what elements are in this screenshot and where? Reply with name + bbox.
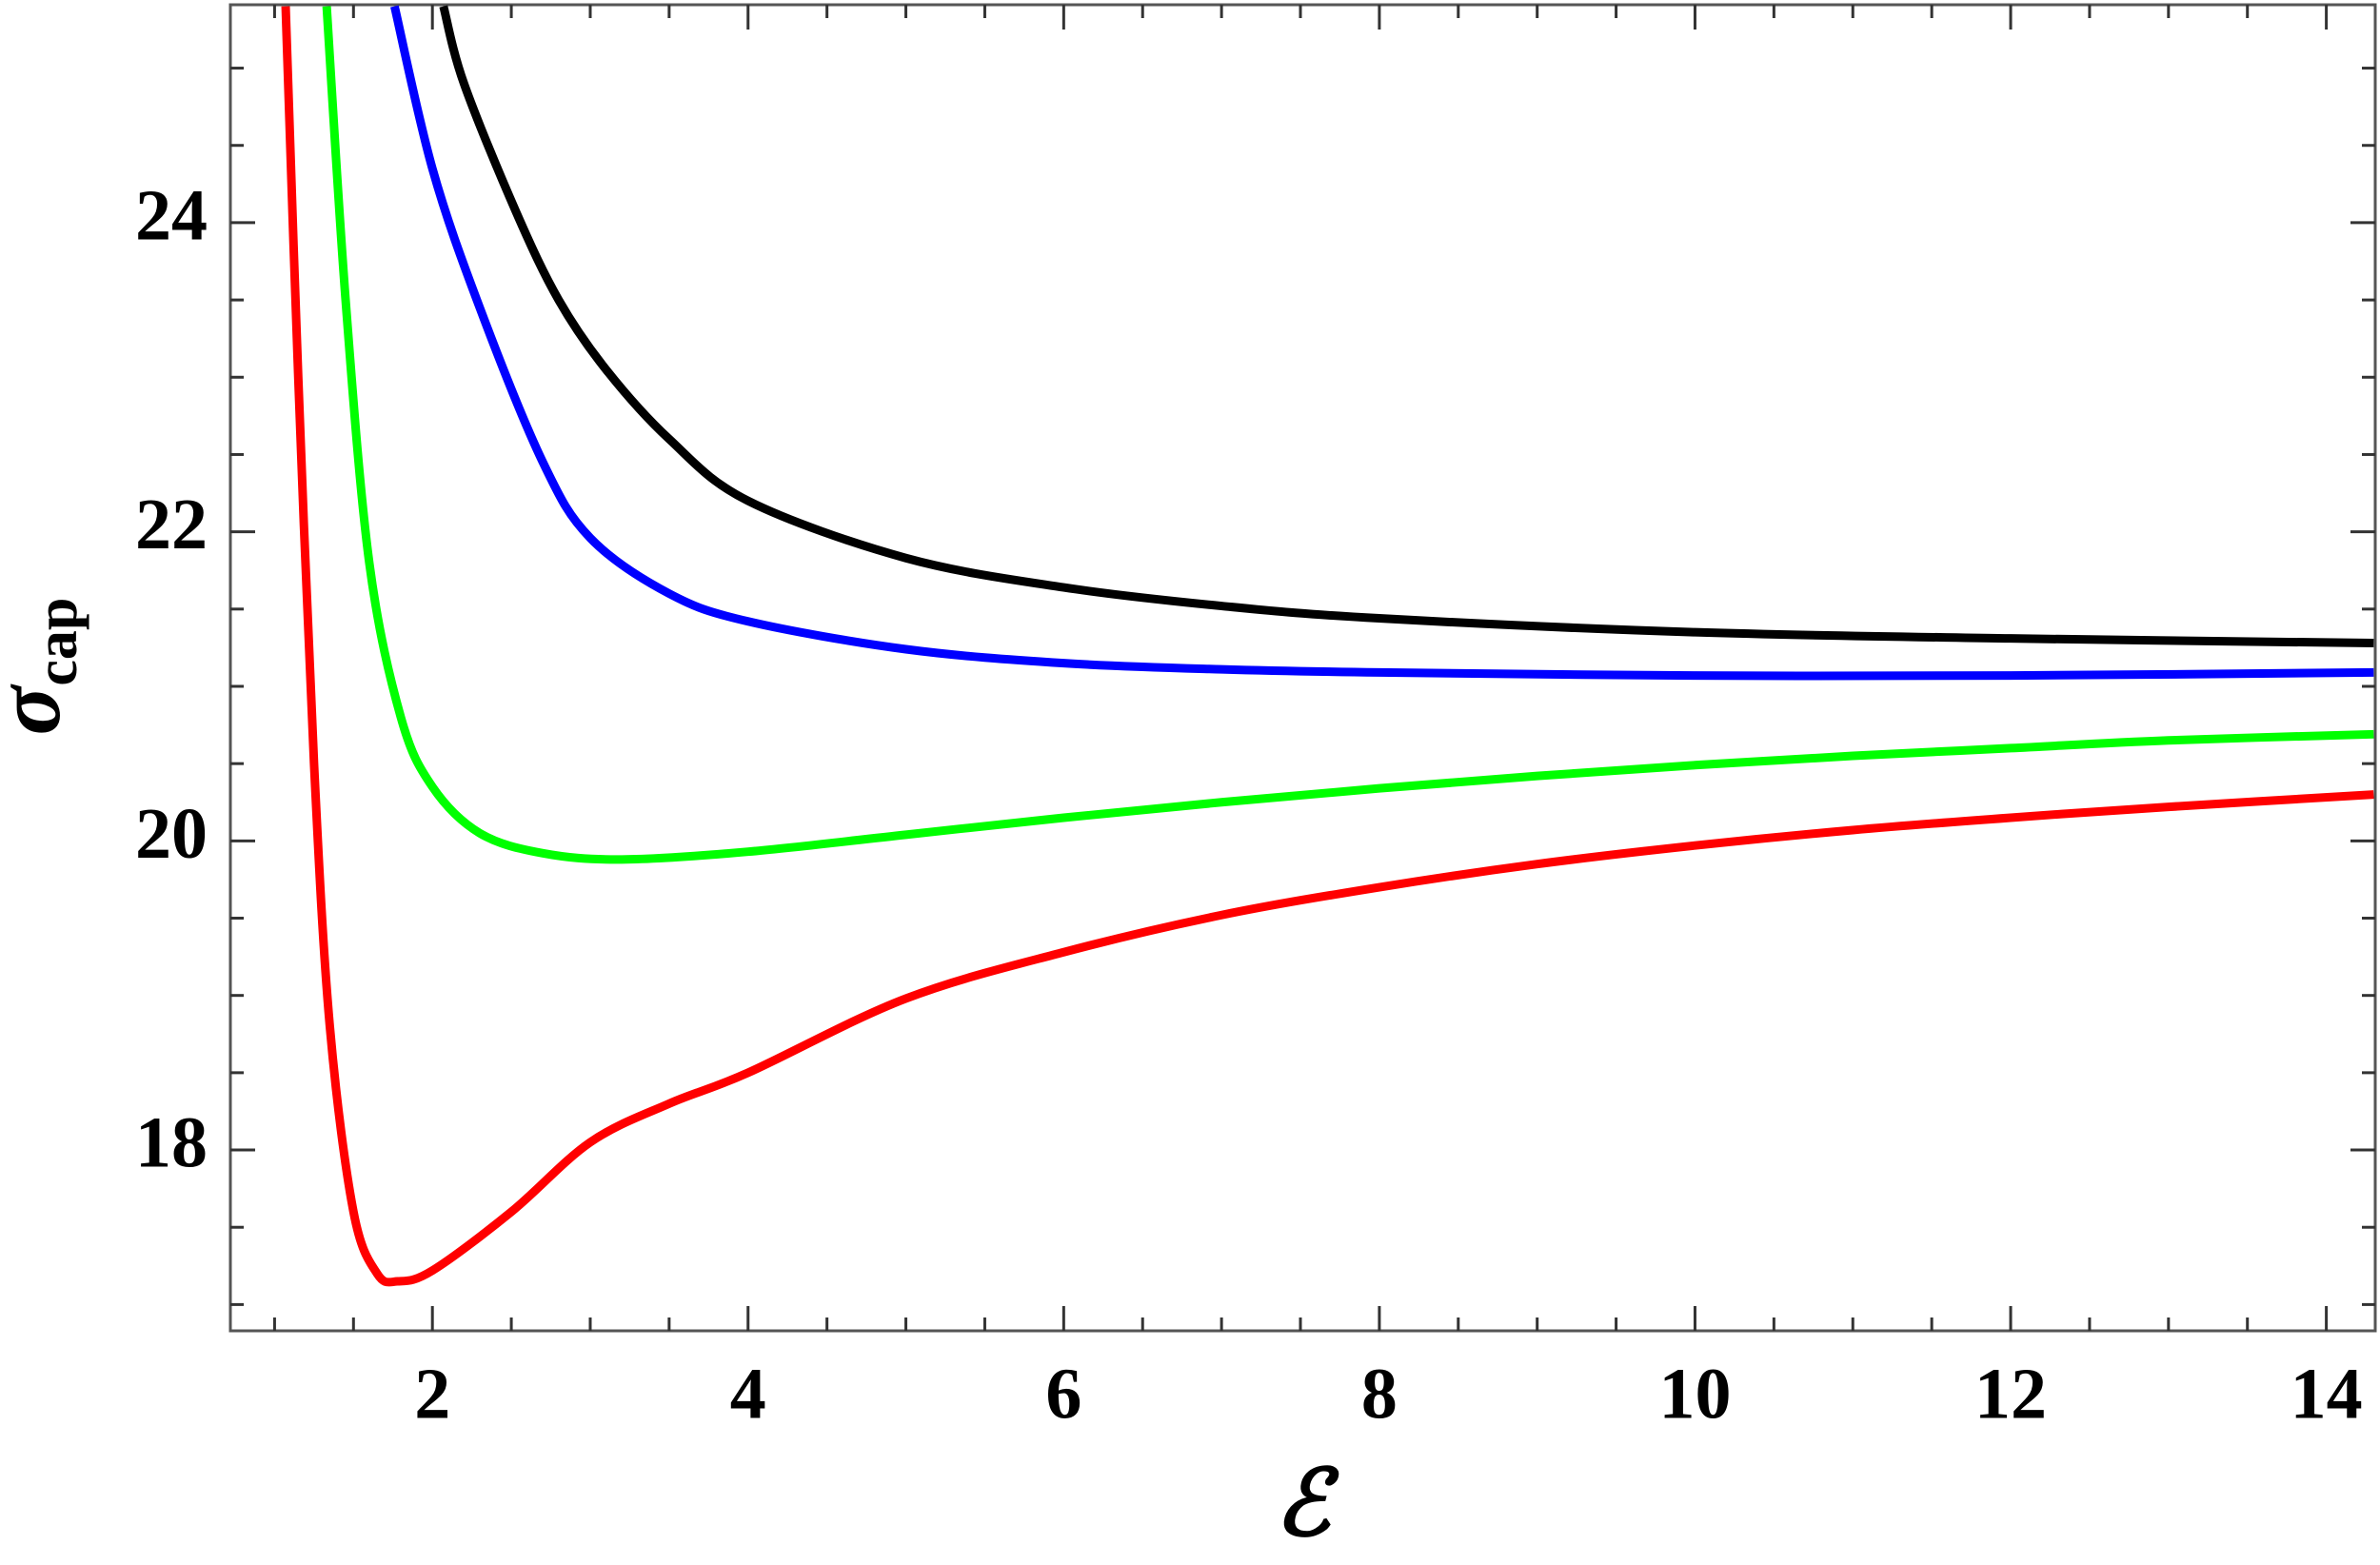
y-tick-label: 24 [135, 175, 208, 255]
y-axis-subscript: cap [25, 598, 89, 686]
series-line [281, 6, 2374, 1287]
x-tick-label: 2 [414, 1354, 450, 1434]
series-line [439, 5, 2374, 648]
y-tick-label: 18 [135, 1102, 208, 1182]
plot-frame [228, 3, 2377, 1333]
y-tick-label: 20 [135, 794, 208, 874]
y-axis-label: σcap [0, 598, 89, 736]
x-axis-label: ℰ [1275, 1453, 1340, 1555]
x-tick-label: 14 [2291, 1354, 2363, 1434]
x-tick-label: 6 [1045, 1354, 1081, 1434]
x-tick-label: 10 [1658, 1354, 1731, 1434]
series-line [322, 6, 2374, 864]
y-tick-label: 22 [135, 485, 208, 565]
y-axis-symbol: σ [0, 683, 79, 735]
x-tick-label: 12 [1974, 1354, 2047, 1434]
series-line [390, 5, 2374, 681]
lines [281, 5, 2374, 1287]
x-tick-label: 8 [1361, 1354, 1398, 1434]
x-tick-label: 4 [730, 1354, 766, 1434]
